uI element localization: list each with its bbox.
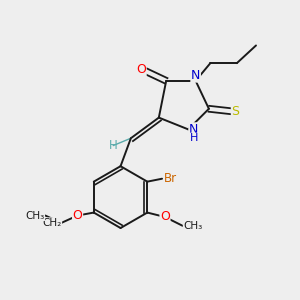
Text: H: H <box>189 133 198 143</box>
Text: CH₃: CH₃ <box>25 211 44 220</box>
Text: O: O <box>73 209 82 222</box>
Text: Br: Br <box>164 172 177 185</box>
Text: N: N <box>191 69 200 82</box>
Text: N: N <box>189 123 198 136</box>
Text: O: O <box>160 211 170 224</box>
Text: CH₃: CH₃ <box>183 221 202 231</box>
Text: O: O <box>136 62 146 76</box>
Text: S: S <box>231 105 239 118</box>
Text: H: H <box>109 139 118 152</box>
Text: CH₂: CH₂ <box>42 218 62 228</box>
